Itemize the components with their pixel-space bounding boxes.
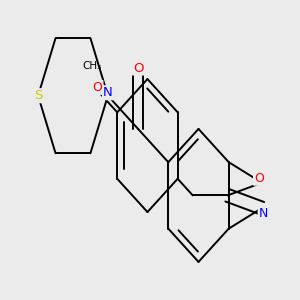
Text: O: O bbox=[254, 172, 264, 185]
Text: CH₃: CH₃ bbox=[82, 61, 102, 71]
Text: O: O bbox=[133, 61, 143, 74]
Text: S: S bbox=[34, 89, 42, 102]
Text: N: N bbox=[259, 208, 268, 220]
Text: N: N bbox=[103, 86, 113, 99]
Text: O: O bbox=[93, 81, 103, 94]
